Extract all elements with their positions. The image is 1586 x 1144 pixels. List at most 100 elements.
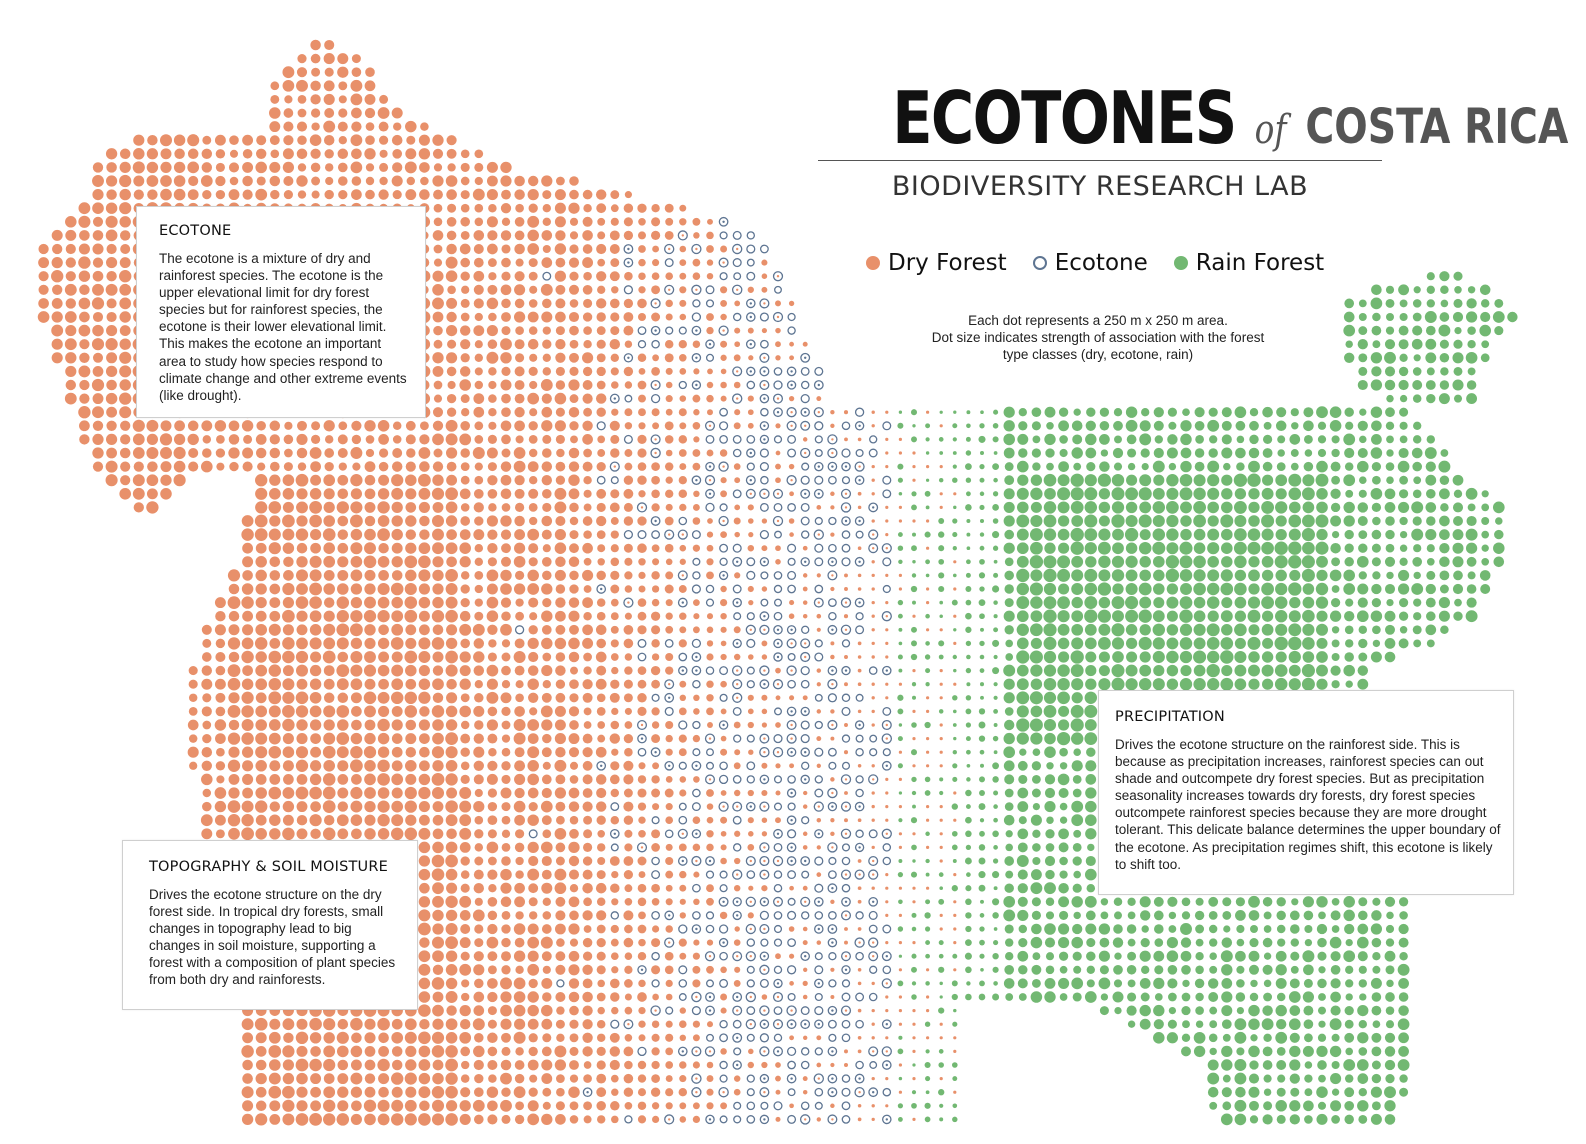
dry-forest-dot xyxy=(269,583,281,595)
dry-forest-dot xyxy=(857,587,862,591)
rain-forest-dot xyxy=(1439,312,1450,322)
dry-forest-dot xyxy=(569,679,579,690)
ecotone-dot-center xyxy=(776,628,780,631)
dry-forest-dot xyxy=(885,573,889,578)
dry-forest-dot xyxy=(160,420,172,432)
rain-forest-dot xyxy=(1317,937,1327,948)
dry-forest-dot xyxy=(296,774,308,785)
rain-forest-dot xyxy=(1125,419,1138,432)
ecotone-dot xyxy=(774,707,782,716)
ecotone-dot xyxy=(745,624,756,635)
dry-forest-dot xyxy=(460,693,470,703)
rain-forest-dot xyxy=(1044,732,1056,745)
dry-forest-dot xyxy=(885,886,889,890)
dry-forest-dot xyxy=(419,461,430,472)
rain-forest-dot xyxy=(1099,421,1110,431)
rain-forest-dot xyxy=(1316,555,1328,568)
dry-forest-dot xyxy=(513,800,526,813)
rain-forest-dot xyxy=(1057,691,1070,705)
ecotone-dot xyxy=(759,910,770,921)
dry-forest-dot xyxy=(514,787,525,799)
dry-forest-dot xyxy=(160,474,172,486)
dry-forest-dot xyxy=(638,816,646,824)
rain-forest-dot xyxy=(1085,760,1097,772)
rain-forest-dot xyxy=(1031,761,1042,771)
ecotone-dot xyxy=(650,393,661,404)
dry-forest-dot xyxy=(554,529,566,541)
rain-forest-dot xyxy=(1016,623,1029,636)
dry-forest-dot xyxy=(609,502,620,513)
dry-forest-dot xyxy=(228,447,240,459)
ecotone-dot-center xyxy=(763,846,766,849)
dry-forest-dot xyxy=(898,832,903,836)
dry-forest-dot xyxy=(432,596,444,609)
rain-forest-dot xyxy=(1058,420,1070,432)
dry-forest-dot xyxy=(487,543,498,554)
ecotone-dot xyxy=(840,597,852,608)
rain-forest-dot xyxy=(1030,664,1043,677)
dry-forest-dot xyxy=(816,736,822,742)
dry-forest-dot xyxy=(406,176,415,186)
dry-forest-dot xyxy=(582,910,593,921)
dry-forest-dot xyxy=(583,503,592,512)
dry-forest-dot xyxy=(92,283,104,296)
ecotone-dot xyxy=(732,556,743,567)
ecotone-dot xyxy=(705,761,715,770)
dry-forest-dot xyxy=(105,229,118,242)
dry-forest-dot xyxy=(734,572,741,579)
ecotone-dot xyxy=(692,720,701,730)
ecotone-dot xyxy=(692,748,701,757)
dry-forest-dot xyxy=(459,325,471,336)
dry-forest-dot xyxy=(445,569,458,582)
rain-forest-dot xyxy=(1046,816,1054,824)
dry-forest-dot xyxy=(624,462,633,471)
ecotone-dot xyxy=(868,937,879,948)
ecotone-dot xyxy=(732,312,742,322)
dry-forest-dot xyxy=(336,746,349,759)
dry-forest-dot xyxy=(542,217,552,227)
dry-forest-dot xyxy=(623,475,634,485)
rain-forest-dot xyxy=(1073,870,1081,879)
rain-forest-dot xyxy=(1070,501,1084,514)
rain-forest-dot xyxy=(1206,637,1220,650)
rain-forest-dot xyxy=(1249,408,1259,417)
rain-forest-dot xyxy=(1125,582,1138,596)
rain-forest-dot xyxy=(1152,528,1166,541)
dry-forest-dot xyxy=(391,787,403,799)
rain-forest-dot xyxy=(1343,474,1356,487)
dry-forest-dot xyxy=(665,381,673,389)
dry-forest-dot xyxy=(336,678,349,691)
rain-forest-dot xyxy=(1193,569,1206,582)
rain-forest-dot xyxy=(1277,449,1285,457)
dry-forest-dot xyxy=(638,829,646,838)
dry-forest-dot xyxy=(501,326,511,336)
ecotone-dot-center xyxy=(817,927,820,931)
dry-forest-dot xyxy=(596,515,607,527)
rain-forest-dot xyxy=(951,830,958,837)
dry-forest-dot xyxy=(816,505,822,510)
dry-forest-dot xyxy=(351,434,362,445)
dry-forest-dot xyxy=(79,420,90,432)
rain-forest-dot xyxy=(1248,569,1260,582)
dry-forest-dot xyxy=(637,802,647,811)
ecotone-dot xyxy=(637,638,647,648)
dry-forest-dot xyxy=(419,733,430,744)
rain-forest-dot xyxy=(1331,639,1340,648)
dry-forest-dot xyxy=(146,474,159,487)
dry-forest-dot xyxy=(720,299,728,307)
rain-forest-dot xyxy=(1236,938,1245,947)
rain-forest-dot xyxy=(1057,515,1070,527)
rain-forest-dot xyxy=(1439,475,1450,485)
dry-forest-dot xyxy=(227,637,241,650)
dry-forest-dot xyxy=(419,882,430,894)
dry-forest-dot xyxy=(515,203,524,213)
dry-forest-dot xyxy=(474,203,484,213)
ecotone-dot xyxy=(828,761,837,770)
rain-forest-dot xyxy=(1126,474,1138,486)
dry-forest-dot xyxy=(337,448,348,458)
ecotone-dot xyxy=(814,856,824,866)
rain-forest-dot xyxy=(979,558,985,565)
rain-forest-dot xyxy=(1100,449,1109,457)
rain-forest-dot xyxy=(1386,394,1394,403)
dry-forest-dot xyxy=(611,408,619,416)
